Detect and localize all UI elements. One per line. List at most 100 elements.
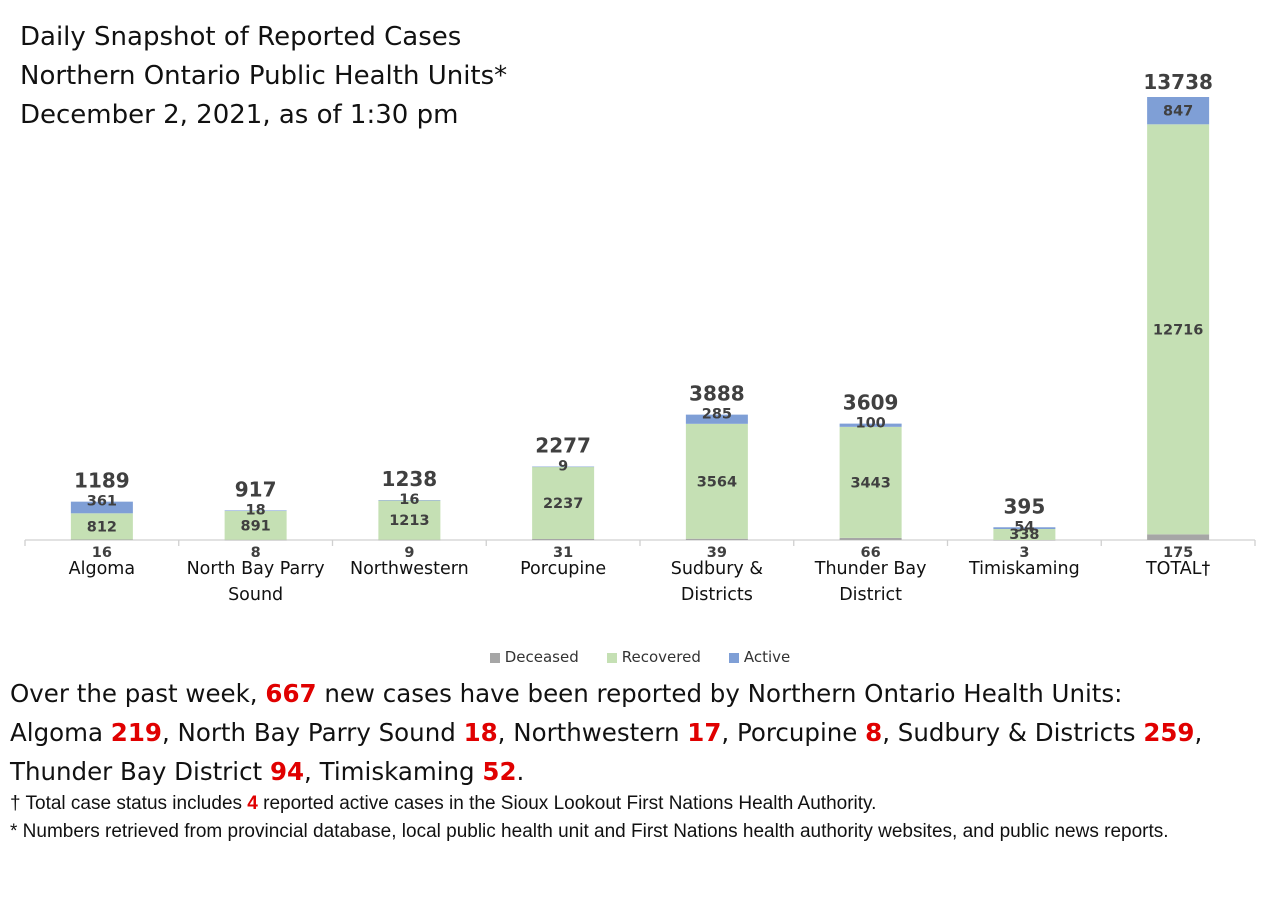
data-label-active: 847	[1163, 104, 1193, 120]
data-label-total: 3888	[689, 382, 745, 406]
text-segment: , Sudbury & Districts	[882, 718, 1144, 747]
x-tick-label: Northwestern	[350, 559, 469, 579]
footnote-dagger: † Total case status includes 4 reported …	[10, 790, 1270, 818]
legend-swatch	[606, 653, 617, 663]
chart-subtitle: Northern Ontario Public Health Units*	[20, 61, 508, 91]
x-tick-label: Algoma	[69, 559, 135, 579]
data-label-total: 1189	[74, 469, 130, 493]
data-label-active: 361	[87, 494, 117, 510]
text-segment: Over the past week,	[10, 679, 266, 708]
text-segment: , North Bay Parry Sound	[161, 718, 464, 747]
data-label-deceased: 3	[1019, 545, 1029, 561]
bar-recovered	[532, 466, 595, 540]
highlight-number: 4	[247, 793, 258, 814]
data-label-active: 285	[702, 407, 732, 423]
x-tick-label: Sudbury &	[671, 559, 764, 579]
bar-deceased	[1147, 534, 1210, 540]
summary-line-1: Over the past week, 667 new cases have b…	[10, 674, 1275, 713]
bar-recovered	[685, 423, 748, 539]
bar-active	[378, 500, 441, 501]
data-label-recovered: 3564	[697, 474, 737, 490]
x-tick-label: Thunder Bay	[814, 559, 927, 579]
bar-active	[839, 423, 902, 427]
text-segment: Thunder Bay District	[10, 757, 270, 786]
summary-line-2: Algoma 219, North Bay Parry Sound 18, No…	[10, 713, 1275, 752]
text-segment: .	[516, 757, 525, 786]
legend-item-deceased: Deceased	[489, 648, 579, 666]
text-segment: , Northwestern	[497, 718, 688, 747]
highlight-number: 52	[482, 757, 517, 786]
data-label-recovered: 338	[1009, 527, 1039, 543]
data-label-deceased: 9	[404, 545, 414, 561]
data-label-deceased: 66	[861, 545, 881, 561]
data-label-total: 917	[235, 477, 277, 501]
bar-deceased	[378, 539, 441, 541]
data-label-recovered: 12716	[1153, 322, 1203, 338]
data-label-deceased: 8	[251, 545, 261, 561]
chart-title-block: Daily Snapshot of Reported Cases Norther…	[20, 18, 507, 135]
data-label-recovered: 3443	[850, 475, 890, 491]
data-label-active: 16	[399, 492, 419, 508]
chart-legend: Deceased Recovered Active	[0, 648, 1280, 666]
data-label-total: 2277	[535, 434, 591, 458]
highlight-number: 18	[463, 718, 498, 747]
text-segment: † Total case status includes	[10, 793, 248, 814]
highlight-number: 8	[865, 718, 883, 747]
legend-swatch	[728, 653, 739, 663]
data-label-deceased: 16	[92, 545, 112, 561]
x-tick-label: Sound	[228, 585, 283, 605]
data-label-active: 9	[558, 459, 568, 475]
legend-label: Recovered	[621, 648, 701, 666]
bar-recovered	[1147, 124, 1210, 535]
footnotes: † Total case status includes 4 reported …	[10, 790, 1270, 846]
summary-line-3: Thunder Bay District 94, Timiskaming 52.	[10, 752, 1275, 791]
data-label-deceased: 31	[553, 545, 573, 561]
highlight-number: 17	[687, 718, 722, 747]
data-label-active: 100	[855, 416, 885, 432]
text-segment: , Porcupine	[721, 718, 866, 747]
legend-label: Active	[743, 648, 791, 666]
data-label-active: 18	[246, 502, 266, 518]
footnote-asterisk: * Numbers retrieved from provincial data…	[10, 821, 1169, 842]
x-tick-label: District	[839, 585, 902, 605]
bar-recovered	[70, 513, 133, 540]
legend-label: Deceased	[504, 648, 579, 666]
bar-active	[1147, 97, 1210, 125]
bar-deceased	[685, 538, 748, 540]
chart-date: December 2, 2021, as of 1:30 pm	[20, 100, 459, 130]
text-segment: Algoma	[10, 718, 111, 747]
data-label-recovered: 812	[87, 519, 117, 535]
bar-active	[224, 510, 287, 512]
text-segment: reported active cases in the Sioux Looko…	[257, 793, 877, 814]
x-tick-label: Porcupine	[520, 559, 606, 579]
legend-item-active: Active	[728, 648, 791, 666]
bar-recovered	[839, 426, 902, 538]
highlight-number: 259	[1143, 718, 1195, 747]
data-label-recovered: 891	[240, 518, 270, 534]
data-label-active: 54	[1014, 519, 1034, 535]
text-segment: new cases have been reported by Northern…	[316, 679, 1123, 708]
x-tick-label: North Bay Parry	[187, 559, 325, 579]
bar-recovered	[224, 511, 287, 540]
data-label-total: 3609	[843, 391, 899, 415]
bar-deceased	[839, 537, 902, 540]
data-label-deceased: 175	[1163, 545, 1193, 561]
bar-active	[70, 501, 133, 514]
bar-active	[532, 466, 595, 468]
highlight-number: 667	[265, 679, 317, 708]
data-label-recovered: 2237	[543, 496, 583, 512]
bar-active	[685, 414, 748, 424]
x-tick-label: TOTAL†	[1145, 559, 1211, 579]
data-label-deceased: 39	[707, 545, 727, 561]
bar-active	[993, 527, 1056, 530]
data-label-total: 395	[1004, 494, 1046, 518]
x-tick-label: Timiskaming	[968, 559, 1080, 579]
text-segment: , Timiskaming	[304, 757, 483, 786]
bar-deceased	[224, 539, 287, 541]
highlight-number: 94	[269, 757, 305, 786]
data-label-total: 13738	[1143, 70, 1213, 94]
bar-deceased	[532, 539, 595, 540]
data-label-recovered: 1213	[389, 513, 429, 529]
text-segment: ,	[1194, 718, 1203, 747]
